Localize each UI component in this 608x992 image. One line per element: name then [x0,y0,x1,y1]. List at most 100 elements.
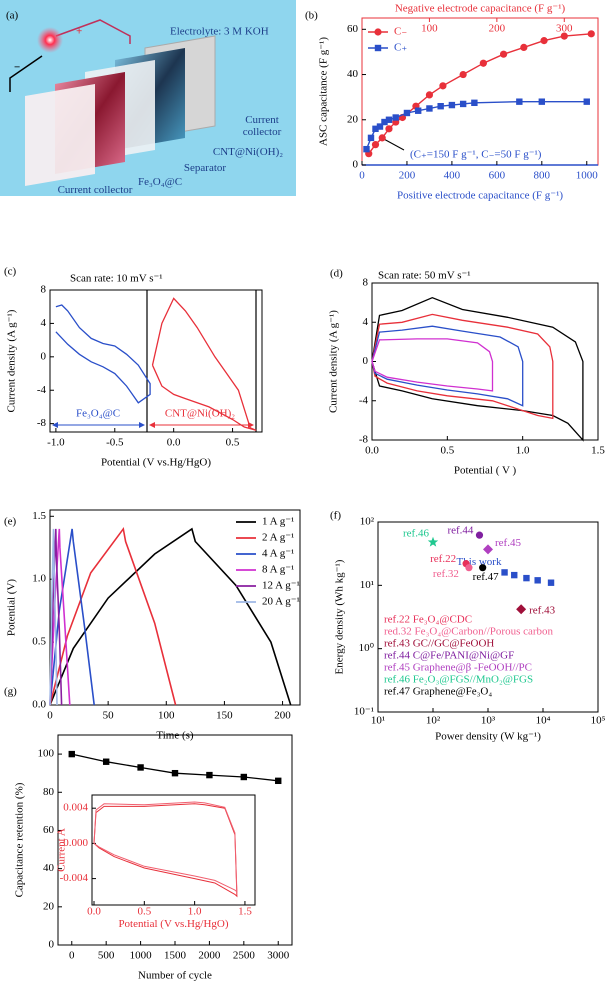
x-tick-label: 1.0 [516,445,530,457]
x-tick-label: 200 [274,710,291,722]
point [465,564,473,572]
series-line [365,101,587,150]
y-axis-label: Current density (A g⁻¹) [328,310,340,413]
y-tick-label: -8 [359,434,369,446]
x-tick-label: 10⁴ [536,715,551,727]
y-tick-label: 8 [41,284,47,296]
point-label: ref.22 [430,553,456,565]
legend-marker [374,28,382,36]
y-tick-label: 10⁰ [359,642,375,654]
x-tick-label: 0.0 [365,445,379,457]
y-tick-label: 4 [363,316,369,328]
point [426,105,433,112]
collector-label: Current collector [242,114,282,138]
wire [55,19,131,44]
y-tick-label: 40 [43,862,55,874]
x-tick-label: 2000 [198,950,221,962]
y-tick-label: 60 [347,23,359,35]
minus-sign: − [14,62,20,74]
point-label: ref.45 [495,537,521,549]
x-tick-label: 10¹ [371,715,385,727]
y-tick-label: 0 [49,939,55,951]
point [471,99,478,107]
series-line [371,325,524,407]
series-line [49,526,177,706]
plot-frame [371,282,599,441]
series-line [368,33,592,155]
point [516,98,523,105]
y-tick-label: -8 [37,417,47,429]
point [459,70,467,79]
y-tick-label: 20 [347,113,359,125]
y-axis-label: Capacitance retention (%) [14,782,26,897]
y-tick-label: 1.5 [32,510,46,522]
annotation: Scan rate: 50 mV s⁻¹ [378,270,471,282]
panel-label: (c) [4,266,17,278]
panel-label: (d) [330,268,343,280]
point [68,750,75,758]
x-tick-label: 0 [69,950,75,962]
x-tick-label: -1.0 [47,437,65,449]
point [437,103,444,110]
point [516,604,527,615]
x-tick-label: 0 [47,710,53,722]
y-tick-label: 0 [41,350,47,362]
x-tick-label: 800 [534,170,551,182]
x2-tick-label: 100 [421,23,438,35]
fe3o4-label: Fe₃O₄@C [137,176,183,188]
x-tick-label: 1.0 [188,906,202,918]
x-tick-label: 0.5 [137,906,151,918]
point [439,82,447,90]
x-tick-label: 0.5 [440,445,454,457]
series-line [49,528,95,706]
legend-label: red.32 Fe₃O₄@Carbon//Porous carbon [384,626,554,638]
annotation: (C₊=150 F g⁻¹, C₋=50 F g⁻¹) [410,149,542,161]
y-axis-label: Current density (A g⁻¹) [6,309,18,412]
y-tick-label: 10² [360,516,375,528]
series-line [151,297,257,431]
x-tick-label: 600 [489,170,506,182]
x-axis-label: Positive electrode capacitance (F g⁻¹) [397,189,563,201]
point [523,574,530,582]
electrolyte-label: Electrolyte: 3 M KOH [170,26,269,38]
legend-label: ref.22 Fe₃O₄@CDC [384,614,472,626]
legend-label: ref.44 C@Fe/PANI@Ni@GF [384,650,514,662]
point [479,59,487,67]
y-tick-label: 0.004 [63,802,88,814]
point [385,116,393,123]
wire [9,55,43,92]
cnt-label: CNT@Ni(OH)₂ [212,146,284,158]
annotation: Scan rate: 10 mV s⁻¹ [70,273,163,285]
x-tick-label: 150 [216,710,233,722]
legend-label: ref.45 Graphene@β -FeOOH//PC [384,662,532,674]
legend-label: ref.47 Graphene@Fe₃O₄ [384,686,492,698]
x2-tick-label: 200 [489,23,506,35]
x-tick-label: 50 [103,710,115,722]
legend-label: 1 A g⁻¹ [262,516,294,528]
point [540,37,548,45]
series-line [371,313,554,420]
point [560,32,568,40]
y-axis-label: ASC capacitance (F g⁻¹) [318,37,330,146]
point [511,571,518,579]
plot-frame [91,794,256,906]
legend-label: ref.46 Fe₂O₃@FGS//MnO₂@FGS [384,674,533,686]
point [479,564,487,572]
x-tick-label: 400 [444,170,461,182]
x-tick-label: 1.5 [591,445,605,457]
x-tick-label: 3000 [267,950,290,962]
x-tick-label: 100 [158,710,175,722]
point [501,569,508,576]
point [475,531,484,539]
point [171,769,179,777]
legend-marker [374,44,382,52]
series-line [49,528,58,706]
panel-label: (e) [4,516,17,528]
x-tick-label: 500 [98,950,115,962]
point [385,125,393,133]
legend-label: 12 A g⁻¹ [262,580,300,592]
series-line [71,753,279,782]
legend-label: C₋ [394,26,407,38]
plot-frame [49,289,263,433]
